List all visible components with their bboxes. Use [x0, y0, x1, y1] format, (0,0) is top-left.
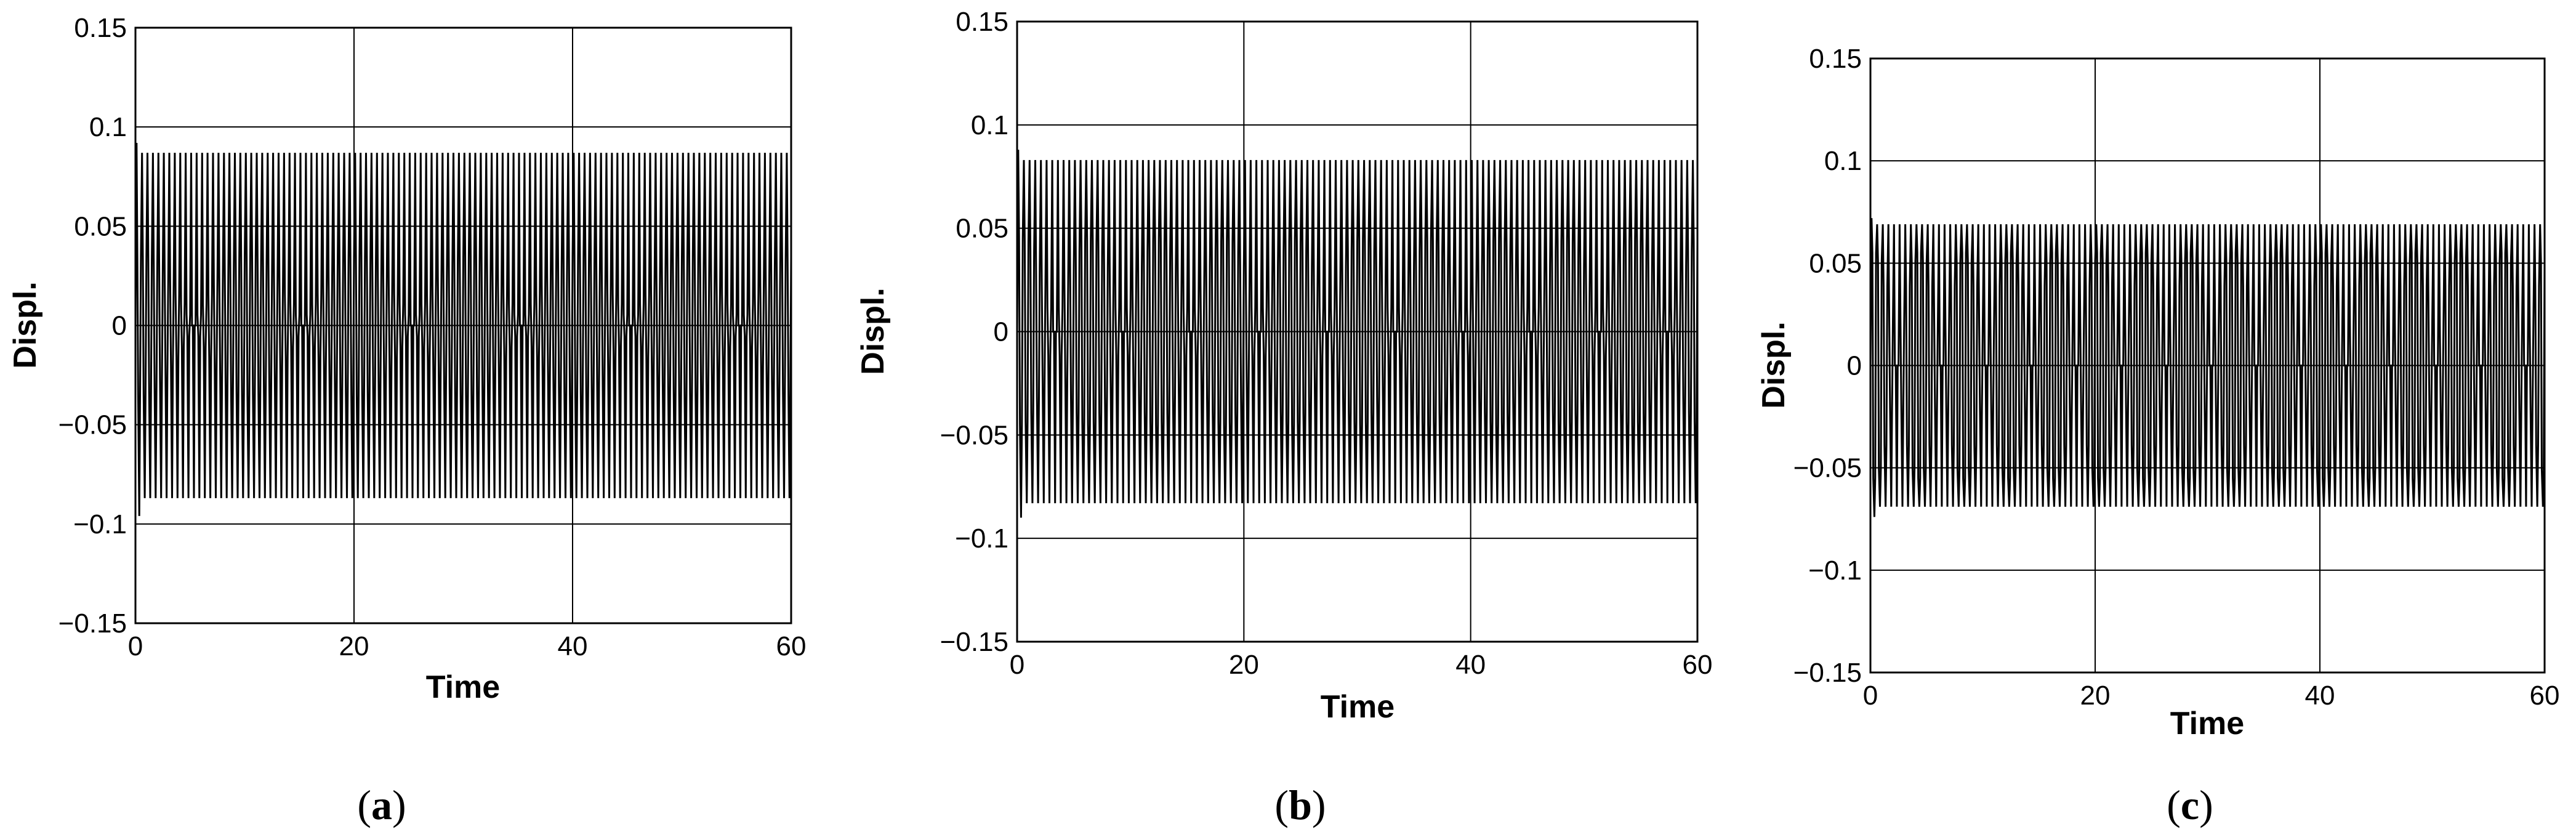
chart-c-frame	[1869, 57, 2546, 674]
chart-c-x-label: Time	[2170, 706, 2244, 741]
chart-a-frame	[134, 26, 792, 624]
chart-b-y-label: Displ.	[855, 288, 891, 375]
chart-c-y-tick-label: 0.05	[1809, 248, 1862, 278]
chart-c-x-tick-label: 60	[2530, 680, 2560, 711]
chart-a-y-tick-label: −0.1	[73, 509, 127, 539]
chart-a-y-tick-label: 0.05	[74, 211, 127, 241]
chart-a-y-tick-label: 0.15	[74, 13, 127, 43]
chart-b-x-ticks: 0 20 40 60	[1010, 650, 1713, 680]
chart-a-y-tick-label: 0	[112, 311, 127, 341]
chart-c-y-ticks: −0.15 −0.1 −0.05 0 0.05 0.1 0.15	[1793, 44, 1862, 688]
chart-c-y-tick-label: −0.15	[1793, 658, 1862, 688]
chart-c-y-tick-label: −0.05	[1793, 453, 1862, 483]
chart-a-x-tick-label: 0	[128, 631, 143, 661]
chart-c-x-tick-label: 40	[2305, 680, 2335, 711]
chart-a-y-ticks: −0.15 −0.1 −0.05 0 0.05 0.1 0.15	[58, 13, 127, 639]
chart-b-x-label: Time	[1321, 689, 1395, 725]
chart-c-y-tick-label: 0.1	[1824, 146, 1862, 176]
chart-b-y-tick-label: 0.1	[971, 110, 1008, 140]
chart-b-frame	[1016, 20, 1699, 643]
chart-a-y-tick-label: −0.05	[58, 410, 127, 440]
chart-b-y-tick-label: 0	[994, 317, 1008, 347]
panel-caption-a: (a)	[357, 781, 406, 828]
panel-caption-c: (c)	[2167, 781, 2213, 828]
chart-a-x-ticks: 0 20 40 60	[128, 631, 807, 661]
chart-b-y-tick-label: −0.05	[940, 420, 1008, 450]
chart-c-y-label: Displ.	[1756, 321, 1792, 409]
chart-b-y-tick-label: 0.05	[956, 214, 1008, 244]
chart-c-x-ticks: 0 20 40 60	[1863, 680, 2560, 711]
chart-b-series-line	[1016, 150, 1699, 518]
chart-b-x-tick-label: 0	[1010, 650, 1024, 680]
chart-b-x-tick-label: 40	[1455, 650, 1486, 680]
chart-a-y-label: Displ.	[7, 281, 43, 369]
chart-c-y-tick-label: 0.15	[1809, 44, 1862, 74]
chart-a-y-tick-label: 0.1	[89, 112, 127, 142]
chart-b-y-tick-label: −0.1	[955, 523, 1008, 554]
chart-c-y-tick-label: 0	[1847, 351, 1862, 381]
chart-c-x-tick-label: 0	[1863, 680, 1878, 711]
chart-b-y-tick-label: 0.15	[956, 7, 1008, 37]
chart-c-x-tick-label: 20	[2080, 680, 2111, 711]
chart-a-series-line	[134, 142, 792, 516]
chart-a-y-tick-label: −0.15	[58, 608, 127, 639]
panel-caption-b: (b)	[1274, 781, 1326, 828]
chart-c-y-tick-label: −0.1	[1808, 555, 1862, 586]
chart-c-series-line	[1869, 218, 2546, 517]
chart-b-y-ticks: −0.15 −0.1 −0.05 0 0.05 0.1 0.15	[940, 7, 1008, 657]
chart-a-x-label: Time	[426, 669, 500, 705]
chart-b-x-tick-label: 20	[1229, 650, 1259, 680]
chart-a-x-tick-label: 20	[339, 631, 369, 661]
chart-b-x-tick-label: 60	[1683, 650, 1713, 680]
chart-a-x-tick-label: 60	[776, 631, 807, 661]
chart-b-y-tick-label: −0.15	[940, 627, 1008, 657]
chart-a-x-tick-label: 40	[558, 631, 588, 661]
